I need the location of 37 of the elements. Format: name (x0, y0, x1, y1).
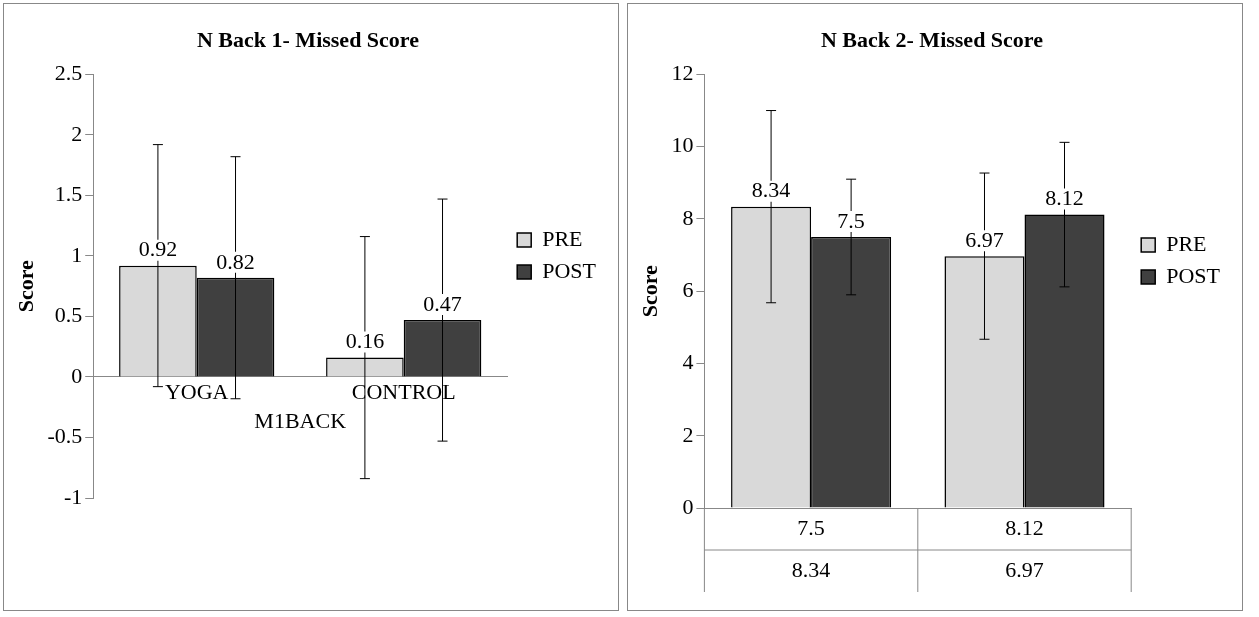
y-tick-label: 4 (682, 349, 694, 375)
y-tick-label: 12 (671, 60, 694, 86)
chart-title: N Back 1- Missed Score (196, 26, 420, 52)
y-tick-label: 1.5 (54, 181, 83, 207)
data-label: 0.16 (345, 328, 385, 354)
text: 6.97 (1005, 556, 1044, 582)
y-axis-title: Score (12, 259, 38, 313)
data-label: 7.5 (837, 207, 865, 233)
y-axis-title: Score (636, 264, 662, 318)
y-tick-label: 0 (682, 493, 694, 519)
data-label: 0.47 (423, 290, 462, 316)
y-tick-label: 6 (682, 276, 694, 302)
text: 8.34 (791, 556, 831, 582)
y-tick-label: 10 (671, 132, 694, 158)
data-label: 8.12 (1045, 185, 1084, 211)
text: 7.5 (797, 514, 825, 540)
y-tick-label: 2 (682, 421, 694, 447)
legend-label: POST (542, 257, 597, 283)
y-tick-label: -1 (63, 483, 83, 509)
y-tick-label: 0.5 (54, 302, 83, 328)
data-label: 0.92 (138, 236, 178, 262)
y-tick-label: 1 (71, 241, 83, 267)
y-tick-label: 2 (71, 120, 83, 146)
data-label: 8.34 (751, 177, 791, 203)
y-tick-label: 0 (71, 362, 83, 388)
data-label: 0.82 (216, 248, 255, 274)
legend-label: POST (1166, 262, 1221, 288)
legend-label: PRE (542, 225, 583, 251)
y-tick-label: 2.5 (54, 60, 83, 86)
y-tick-label: 8 (682, 204, 694, 230)
x-tick-label: YOGA (164, 378, 229, 404)
data-label: 6.97 (965, 226, 1004, 252)
legend-label: PRE (1166, 230, 1207, 256)
text: 8.12 (1005, 514, 1044, 540)
y-tick-label: -0.5 (47, 423, 83, 449)
chart-title: N Back 2- Missed Score (820, 26, 1044, 52)
x-axis-title: M1BACK (254, 408, 347, 434)
